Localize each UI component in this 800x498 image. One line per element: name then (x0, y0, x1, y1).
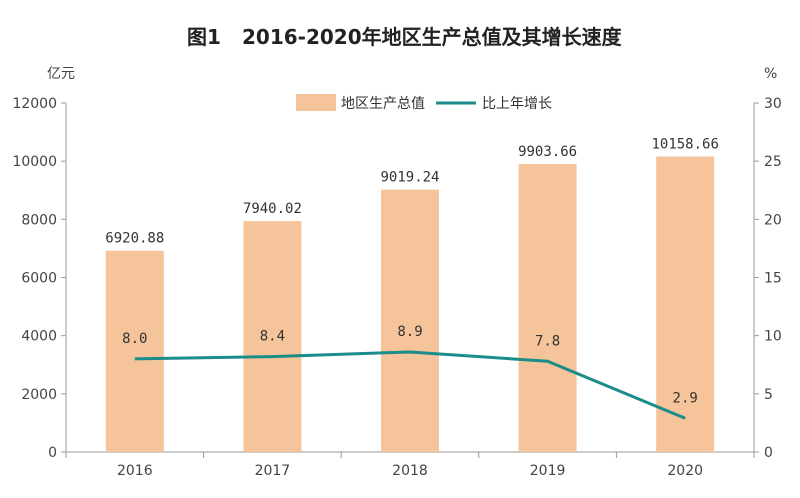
y-right-tick-label: 15 (764, 271, 782, 287)
y-left-tick-label: 12000 (12, 96, 57, 112)
bar-data-label: 10158.66 (651, 137, 718, 153)
y-right-tick-label: 10 (764, 329, 782, 345)
legend-line-label: 比上年增长 (482, 96, 552, 112)
chart-title-prefix: 图1 (187, 25, 221, 49)
axes-layer: 0 2000 4000 6000 8000 10000 12000 0 5 10 15 20 25 30 2… (12, 96, 781, 479)
y-right-tick-label: 0 (764, 445, 773, 461)
line-data-label: 8.9 (397, 324, 422, 340)
legend: 地区生产总值 比上年增长 (296, 94, 552, 112)
y-right-tick-label: 5 (764, 387, 773, 403)
bar (105, 250, 164, 452)
bar-data-label: 9019.24 (380, 170, 439, 186)
x-tick-label: 2017 (255, 463, 291, 479)
bar (243, 221, 302, 452)
y-right-tick-label: 30 (764, 96, 782, 112)
y-left-tick-label: 4000 (21, 329, 57, 345)
line-data-label: 8.0 (122, 331, 147, 347)
y-left-unit: 亿元 (47, 66, 75, 82)
labels-layer: 6920.88 7940.02 9019.24 9903.66 10158.66 8.0 8… (105, 137, 719, 407)
line-data-label: 2.9 (673, 390, 698, 406)
line-data-label: 7.8 (535, 333, 560, 349)
bars-layer (105, 156, 715, 452)
legend-bar-swatch (296, 94, 336, 111)
bar-data-label: 6920.88 (105, 231, 164, 247)
x-tick-label: 2016 (117, 463, 153, 479)
chart-title: 2016-2020年地区生产总值及其增长速度 (242, 25, 623, 49)
x-tick-label: 2019 (530, 463, 566, 479)
x-tick-label: 2020 (667, 463, 703, 479)
y-left-tick-label: 6000 (21, 271, 57, 287)
y-right-tick-label: 20 (764, 212, 782, 228)
y-right-unit: % (764, 66, 777, 82)
y-left-tick-label: 8000 (21, 212, 57, 228)
line-layer (134, 350, 686, 420)
y-left-tick-label: 0 (48, 445, 57, 461)
bar-data-label: 7940.02 (243, 201, 302, 217)
y-left-tick-label: 2000 (21, 387, 57, 403)
growth-line (134, 350, 686, 420)
bar (518, 163, 577, 452)
y-right-tick-label: 25 (764, 154, 782, 170)
y-left-tick-label: 10000 (12, 154, 57, 170)
bar (381, 189, 439, 452)
x-tick-label: 2018 (392, 463, 428, 479)
bar-data-label: 9903.66 (518, 144, 577, 160)
line-data-label: 8.4 (260, 329, 285, 345)
bar (656, 156, 715, 452)
legend-bar-label: 地区生产总值 (341, 96, 425, 112)
